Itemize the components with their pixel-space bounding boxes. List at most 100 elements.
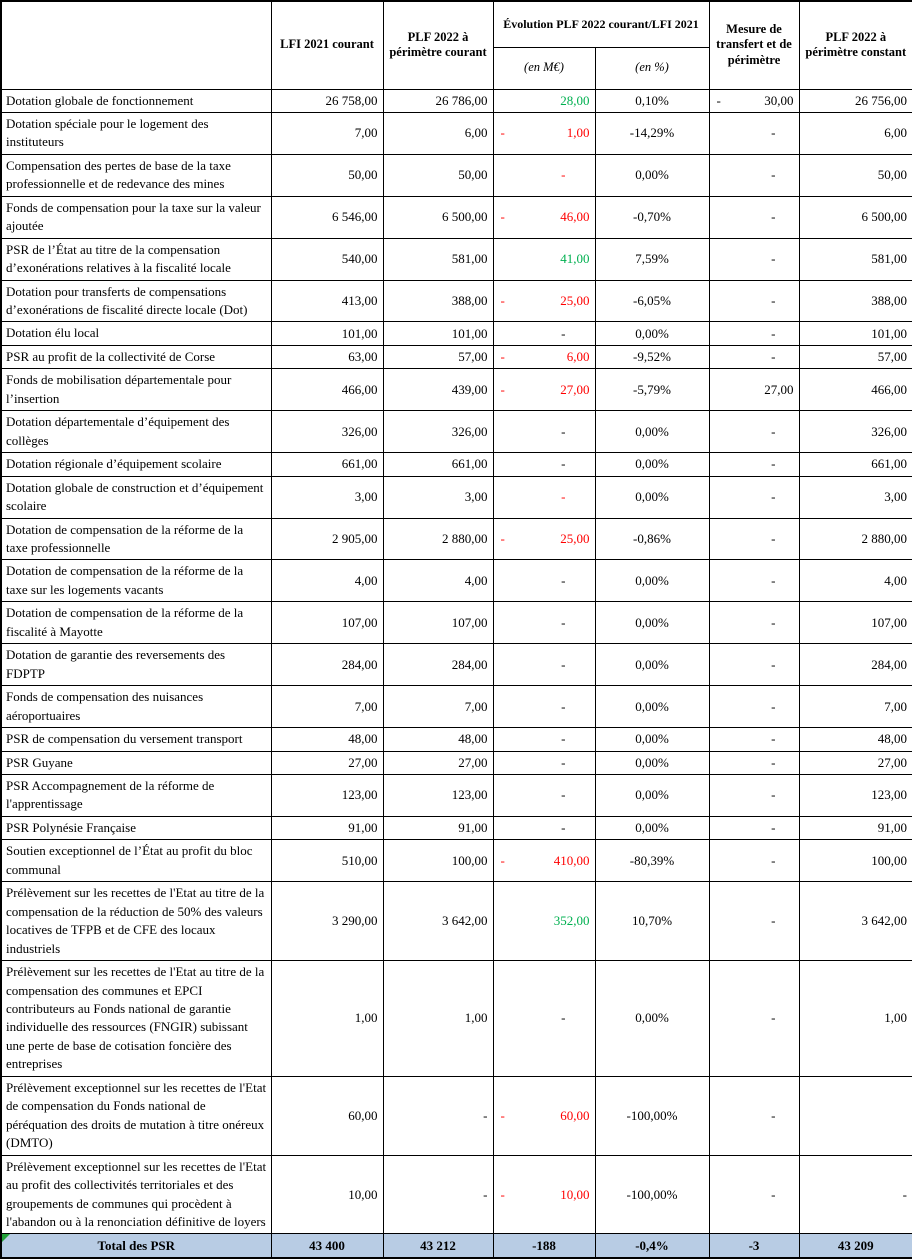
cell-evolution-pct: 10,70%	[594, 881, 710, 962]
total-evolution-pct: -0,4%	[594, 1233, 710, 1259]
cell-lfi-2021: 1,00	[270, 960, 384, 1077]
cell-sign: -	[500, 1107, 505, 1123]
cell-value: 48,00	[877, 731, 908, 747]
cell-plf-2022-courant: 100,00	[382, 839, 494, 883]
cell-value: 26 756,00	[855, 92, 908, 108]
cell-value: -	[771, 349, 776, 365]
cell-sign: -	[500, 293, 505, 309]
cell-evolution-pct: 0,00%	[594, 153, 710, 197]
cell-value: 27,00	[764, 381, 794, 397]
cell-value: 4,00	[464, 572, 488, 588]
cell-mesure-transfert: -	[708, 321, 800, 346]
cell-lfi-2021: 123,00	[270, 774, 384, 817]
cell-value: 661,00	[871, 456, 908, 472]
cell-value: 7,00	[354, 698, 378, 714]
cell-lfi-2021: 413,00	[270, 279, 384, 323]
cell-mesure-transfert: 27,00	[708, 368, 800, 412]
row-label: PSR de l’État au titre de la compensatio…	[0, 237, 272, 281]
cell-value: 326,00	[341, 423, 378, 439]
cell-mesure-transfert: -	[708, 960, 800, 1077]
cell-lfi-2021: 7,00	[270, 685, 384, 729]
cell-value: -	[771, 698, 776, 714]
table-row: PSR Guyane 27,00 27,00 - 0,00% - 27,00	[0, 750, 912, 776]
cell-plf-2022-constant: 6 500,00	[798, 195, 912, 239]
cell-value: 540,00	[341, 251, 378, 267]
cell-value: 26 786,00	[435, 92, 488, 108]
total-plf-2022-constant: 43 209	[798, 1233, 912, 1259]
cell-value: 3 642,00	[442, 913, 488, 929]
cell-value: 3 290,00	[332, 913, 378, 929]
row-label: Prélèvement exceptionnel sur les recette…	[0, 1154, 272, 1235]
cell-plf-2022-constant	[798, 1075, 912, 1156]
cell-value: 25,00	[560, 531, 590, 547]
table-row: Dotation de compensation de la réforme d…	[0, 517, 912, 561]
cell-mesure-transfert: - 30,00	[708, 88, 800, 113]
cell-plf-2022-courant: 326,00	[382, 410, 494, 454]
row-label: Dotation de garantie des reversements de…	[0, 643, 272, 687]
cell-evolution-me: - 6,00	[492, 344, 596, 370]
cell-sign: -	[500, 209, 505, 225]
total-label: Total des PSR	[97, 1237, 176, 1253]
cell-mesure-transfert: -	[708, 344, 800, 370]
cell-value: -	[771, 731, 776, 747]
table-row: PSR de compensation du versement transpo…	[0, 727, 912, 752]
cell-lfi-2021: 6 546,00	[270, 195, 384, 239]
cell-corner-marker-icon	[2, 1234, 10, 1243]
cell-value: 7,00	[354, 125, 378, 141]
cell-sign: -	[500, 349, 505, 365]
cell-value: 57,00	[877, 349, 908, 365]
cell-plf-2022-courant: 2 880,00	[382, 517, 494, 561]
cell-value: 2 880,00	[861, 531, 908, 547]
header-evolution-plf-lfi: Évolution PLF 2022 courant/LFI 2021	[492, 0, 710, 48]
cell-value: -	[561, 489, 566, 505]
cell-value: -	[561, 423, 566, 439]
cell-value: 27,00	[348, 754, 378, 770]
row-label: Prélèvement sur les recettes de l'Etat a…	[0, 881, 272, 962]
cell-lfi-2021: 27,00	[270, 750, 384, 776]
header-row-label-empty	[0, 0, 272, 90]
cell-mesure-transfert: -	[708, 517, 800, 561]
cell-evolution-pct: 7,59%	[594, 237, 710, 281]
cell-evolution-me: -	[492, 153, 596, 197]
cell-value: -	[561, 787, 566, 803]
cell-evolution-me: -	[492, 559, 596, 603]
cell-evolution-me: - 410,00	[492, 839, 596, 883]
cell-plf-2022-constant: 326,00	[798, 410, 912, 454]
cell-value: 6,00	[464, 125, 488, 141]
cell-plf-2022-constant: 91,00	[798, 815, 912, 841]
cell-lfi-2021: 661,00	[270, 452, 384, 477]
table-row: Dotation de garantie des reversements de…	[0, 643, 912, 687]
cell-sign: -	[500, 852, 505, 868]
cell-value: -	[561, 731, 566, 747]
cell-value: 107,00	[871, 614, 908, 630]
cell-value: 26 758,00	[325, 92, 378, 108]
cell-evolution-pct: 0,00%	[594, 410, 710, 454]
header-plf-2022-perimetre-courant: PLF 2022 à périmètre courant	[382, 0, 494, 90]
cell-plf-2022-constant: 1,00	[798, 960, 912, 1077]
table-row: Dotation pour transferts de compensation…	[0, 279, 912, 323]
cell-mesure-transfert: -	[708, 750, 800, 776]
header-evolution-en-pct: (en %)	[594, 46, 710, 90]
table-row: Prélèvement exceptionnel sur les recette…	[0, 1075, 912, 1156]
cell-plf-2022-constant: 26 756,00	[798, 88, 912, 113]
cell-plf-2022-courant: 3,00	[382, 475, 494, 519]
cell-value: 326,00	[451, 423, 488, 439]
cell-evolution-me: -	[492, 960, 596, 1077]
cell-evolution-pct: -80,39%	[594, 839, 710, 883]
cell-plf-2022-constant: 57,00	[798, 344, 912, 370]
cell-lfi-2021: 10,00	[270, 1154, 384, 1235]
table-row: Dotation globale de construction et d’éq…	[0, 475, 912, 519]
cell-value: 57,00	[458, 349, 488, 365]
cell-value: 107,00	[341, 614, 378, 630]
cell-value: -	[561, 754, 566, 770]
cell-mesure-transfert: -	[708, 774, 800, 817]
cell-plf-2022-courant: 6 500,00	[382, 195, 494, 239]
cell-mesure-transfert: -	[708, 195, 800, 239]
cell-value: -	[561, 820, 566, 836]
cell-plf-2022-constant: 2 880,00	[798, 517, 912, 561]
cell-value: 2 905,00	[332, 531, 378, 547]
cell-value: 48,00	[458, 731, 488, 747]
cell-value: 28,00	[560, 92, 590, 108]
cell-evolution-pct: -9,52%	[594, 344, 710, 370]
